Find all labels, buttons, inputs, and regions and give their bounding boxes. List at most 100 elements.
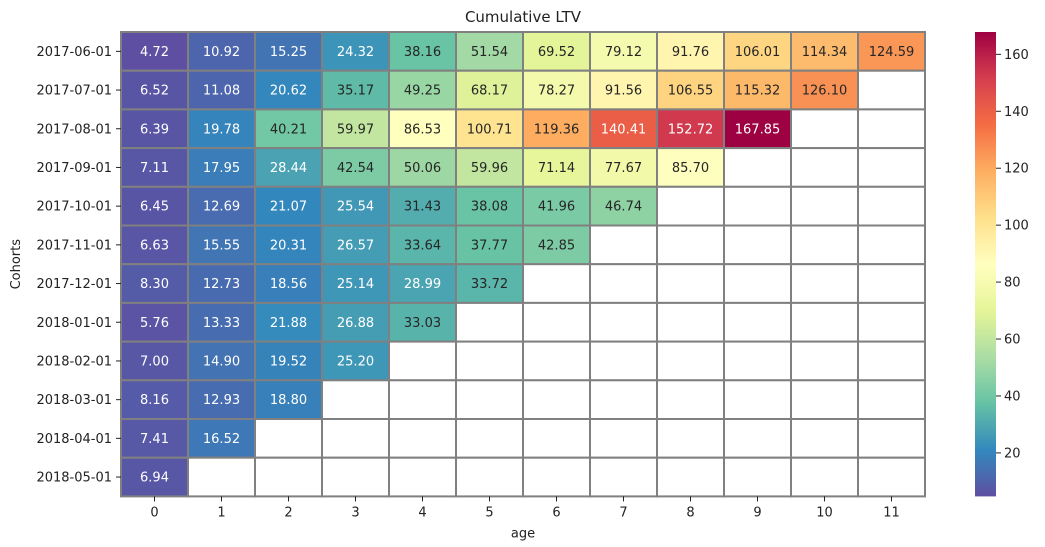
cell-value-label: 115.32: [735, 84, 781, 99]
x-axis-label: age: [511, 526, 535, 541]
cell-value-label: 20.31: [270, 238, 307, 253]
heatmap-cell: [656, 263, 725, 304]
heatmap-cell: [589, 456, 658, 498]
cell-value-label: 38.08: [471, 200, 508, 215]
heatmap-cell: [656, 418, 725, 459]
colorbar-tick-label: 40: [1004, 389, 1021, 404]
heatmap-cell: [857, 418, 926, 459]
heatmap-cell: [723, 185, 792, 227]
cell-value-label: 18.56: [270, 277, 307, 292]
x-tick-label: 1: [217, 505, 225, 520]
heatmap-cell: [522, 263, 591, 304]
heatmap-cell: [388, 69, 457, 111]
heatmap-cell: [857, 108, 926, 150]
heatmap-cell: [723, 418, 792, 459]
heatmap-cell: [522, 301, 591, 343]
heatmap-cell: [857, 263, 926, 304]
x-tick-label: 10: [816, 505, 833, 520]
cell-value-label: 31.43: [404, 200, 441, 215]
cell-value-label: 26.88: [337, 316, 374, 331]
cell-value-label: 78.27: [538, 84, 575, 99]
cell-value-label: 8.30: [140, 277, 169, 292]
cell-value-label: 21.07: [270, 200, 307, 215]
heatmap-cell: [723, 456, 792, 498]
cell-value-label: 28.99: [404, 277, 441, 292]
heatmap-cell: [522, 456, 591, 498]
heatmap-cell: [723, 301, 792, 343]
heatmap-cell: [723, 263, 792, 304]
heatmap-cell: [455, 340, 524, 382]
heatmap-cell: [589, 108, 658, 150]
x-tick-label: 3: [351, 505, 359, 520]
heatmap-cell: [723, 69, 792, 111]
heatmap-cell: [589, 301, 658, 343]
cell-value-label: 68.17: [471, 84, 508, 99]
heatmap-cell: [455, 301, 524, 343]
heatmap-cell: [857, 456, 926, 498]
cell-value-label: 42.85: [538, 238, 575, 253]
heatmap-cell: [589, 31, 658, 72]
heatmap-cell: [723, 147, 792, 188]
heatmap-cell: [388, 418, 457, 459]
cell-value-label: 6.94: [140, 471, 169, 486]
cell-value-label: 25.54: [337, 200, 374, 215]
cell-value-label: 85.70: [672, 161, 709, 176]
heatmap-cell: [321, 108, 390, 150]
heatmap-cell: [656, 69, 725, 111]
colorbar-tick-label: 160: [1004, 48, 1029, 63]
heatmap-cell: [723, 379, 792, 420]
heatmap-cell: [790, 456, 859, 498]
cell-value-label: 106.55: [668, 84, 714, 99]
heatmap-cell: [120, 224, 189, 266]
cell-value-label: 19.78: [203, 122, 240, 137]
heatmap-cell: [656, 301, 725, 343]
heatmap-cell: [790, 340, 859, 382]
heatmap-cell: [656, 224, 725, 266]
cell-value-label: 41.96: [538, 200, 575, 215]
x-tick-label: 2: [284, 505, 292, 520]
heatmap-cell: [187, 379, 256, 420]
cell-value-label: 59.97: [337, 122, 374, 137]
y-tick-label: 2018-01-01: [36, 316, 112, 331]
heatmap-cell: [857, 340, 926, 382]
cell-value-label: 91.76: [672, 45, 709, 60]
cell-value-label: 33.64: [404, 238, 441, 253]
cell-value-label: 19.52: [270, 354, 307, 369]
y-axis-ticks: 2017-06-01 2017-07-01 2017-08-01 2017-09-01…: [36, 45, 121, 486]
heatmap-cell: [120, 379, 189, 420]
heatmap-cell: [455, 224, 524, 266]
y-tick-label: 2017-07-01: [36, 84, 112, 99]
heatmap-cell: [254, 185, 323, 227]
colorbar-tick-label: 80: [1004, 276, 1021, 291]
cell-value-label: 6.45: [140, 200, 169, 215]
x-tick-label: 9: [753, 505, 761, 520]
heatmap-cell: [187, 69, 256, 111]
cell-value-label: 152.72: [668, 122, 714, 137]
heatmap-cell: [589, 418, 658, 459]
heatmap-cell: [656, 456, 725, 498]
heatmap-cell: [790, 301, 859, 343]
x-tick-label: 0: [150, 505, 158, 520]
cell-value-label: 40.21: [270, 122, 307, 137]
cell-value-label: 69.52: [538, 45, 575, 60]
cell-value-label: 28.44: [270, 161, 307, 176]
heatmap-cell-labels: 4.72 10.92 15.25 24.32 38.16 51.54 69.52 79.12 9…: [140, 45, 914, 486]
heatmap-cell: [790, 379, 859, 420]
cell-value-label: 25.20: [337, 354, 374, 369]
y-tick-label: 2017-10-01: [36, 200, 112, 215]
heatmap-cell: [656, 379, 725, 420]
heatmap-cell: [321, 224, 390, 266]
cell-value-label: 14.90: [203, 354, 240, 369]
heatmap-cell: [321, 185, 390, 227]
heatmap-cell: [321, 456, 390, 498]
heatmap-cell: [187, 418, 256, 459]
cell-value-label: 24.32: [337, 45, 374, 60]
cell-value-label: 33.03: [404, 316, 441, 331]
heatmap-cell: [522, 69, 591, 111]
heatmap-cell: [254, 456, 323, 498]
cell-value-label: 50.06: [404, 161, 441, 176]
cell-value-label: 8.16: [140, 393, 169, 408]
colorbar-tick-label: 100: [1004, 219, 1029, 234]
heatmap-cell: [455, 456, 524, 498]
cell-value-label: 38.16: [404, 45, 441, 60]
